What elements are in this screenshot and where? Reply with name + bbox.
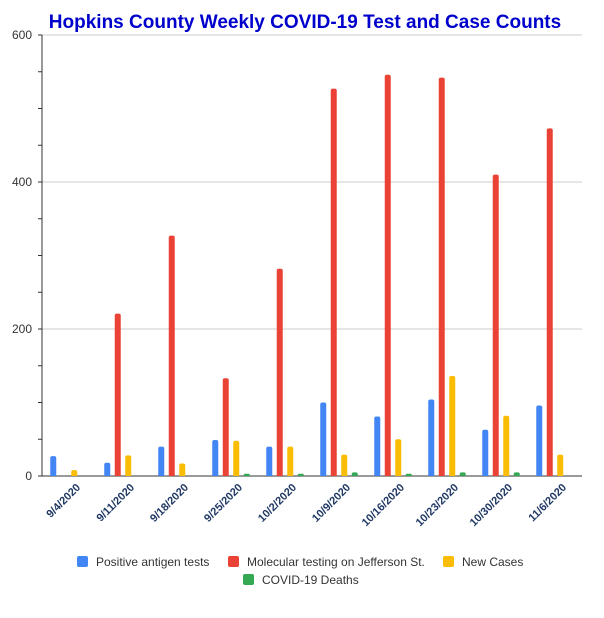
- x-tick-label: 11/6/2020: [526, 482, 569, 525]
- bar-covid-19-deaths-10-23-2020: [459, 472, 466, 476]
- bar-positive-antigen-tests-10-16-2020: [374, 416, 381, 476]
- bar-molecular-testing-on-jefferson-st-11-6-2020: [546, 128, 553, 476]
- bar-covid-19-deaths-10-30-2020: [513, 472, 520, 476]
- axes: 0 200 400 600: [12, 28, 582, 483]
- bar-covid-19-deaths-10-9-2020: [351, 472, 358, 476]
- bar-positive-antigen-tests-9-18-2020: [158, 446, 165, 476]
- bar-positive-antigen-tests-9-11-2020: [104, 462, 111, 476]
- bar-new-cases-9-4-2020: [71, 470, 78, 476]
- bar-new-cases-10-30-2020: [503, 415, 510, 476]
- bar-positive-antigen-tests-10-23-2020: [428, 399, 435, 476]
- x-tick-labels: 9/4/2020 9/11/2020 9/18/2020 9/25/2020 10/2/…: [44, 482, 569, 529]
- x-tick-label: 9/25/2020: [202, 482, 245, 525]
- y-tick-label: 400: [12, 175, 32, 189]
- bar-molecular-testing-on-jefferson-st-10-23-2020: [438, 77, 445, 476]
- bar-molecular-testing-on-jefferson-st-9-25-2020: [222, 378, 229, 476]
- bar-covid-19-deaths-9-25-2020: [243, 473, 250, 476]
- y-tick-label: 600: [12, 28, 32, 42]
- bar-molecular-testing-on-jefferson-st-9-18-2020: [168, 235, 175, 476]
- bar-molecular-testing-on-jefferson-st-10-9-2020: [330, 88, 337, 476]
- bar-new-cases-11-6-2020: [557, 454, 564, 476]
- legend-swatch: [228, 556, 239, 567]
- x-tick-label: 9/11/2020: [94, 482, 137, 525]
- bar-new-cases-10-9-2020: [341, 454, 348, 476]
- legend-label: COVID-19 Deaths: [262, 573, 359, 587]
- bar-new-cases-9-25-2020: [233, 440, 240, 476]
- bar-molecular-testing-on-jefferson-st-10-16-2020: [384, 74, 391, 476]
- bar-new-cases-10-16-2020: [395, 439, 402, 476]
- legend-swatch: [77, 556, 88, 567]
- x-tick-label: 9/18/2020: [148, 482, 191, 525]
- grid: [42, 34, 582, 330]
- bar-positive-antigen-tests-9-25-2020: [212, 439, 219, 476]
- bar-new-cases-9-18-2020: [179, 463, 186, 476]
- bar-molecular-testing-on-jefferson-st-10-30-2020: [492, 174, 499, 476]
- bar-positive-antigen-tests-11-6-2020: [536, 405, 543, 476]
- x-tick-label: 10/30/2020: [468, 482, 515, 529]
- legend: Positive antigen tests Molecular testing …: [77, 555, 523, 587]
- y-tick-label: 0: [25, 469, 32, 483]
- chart-title: Hopkins County Weekly COVID-19 Test and …: [49, 12, 561, 33]
- legend-label: Molecular testing on Jefferson St.: [247, 555, 425, 569]
- bar-covid-19-deaths-10-2-2020: [297, 473, 304, 476]
- legend-swatch: [243, 574, 254, 585]
- legend-label: Positive antigen tests: [96, 555, 209, 569]
- y-tick-label: 200: [12, 322, 32, 336]
- x-tick-label: 10/23/2020: [414, 482, 461, 529]
- bars: [50, 74, 564, 476]
- bar-molecular-testing-on-jefferson-st-9-11-2020: [114, 313, 121, 476]
- bar-positive-antigen-tests-10-9-2020: [320, 402, 327, 476]
- bar-new-cases-9-11-2020: [125, 455, 132, 476]
- bar-positive-antigen-tests-10-30-2020: [482, 429, 489, 476]
- bar-positive-antigen-tests-10-2-2020: [266, 446, 273, 476]
- x-tick-label: 10/2/2020: [256, 482, 299, 525]
- bar-positive-antigen-tests-9-4-2020: [50, 456, 57, 476]
- x-tick-label: 10/16/2020: [360, 482, 407, 529]
- bar-new-cases-10-2-2020: [287, 446, 294, 476]
- bar-covid-19-deaths-10-16-2020: [405, 473, 412, 476]
- legend-swatch: [443, 556, 454, 567]
- legend-label: New Cases: [462, 555, 523, 569]
- x-tick-label: 9/4/2020: [44, 482, 83, 521]
- x-tick-label: 10/9/2020: [310, 482, 353, 525]
- bar-molecular-testing-on-jefferson-st-10-2-2020: [276, 268, 283, 476]
- bar-new-cases-10-23-2020: [449, 376, 456, 476]
